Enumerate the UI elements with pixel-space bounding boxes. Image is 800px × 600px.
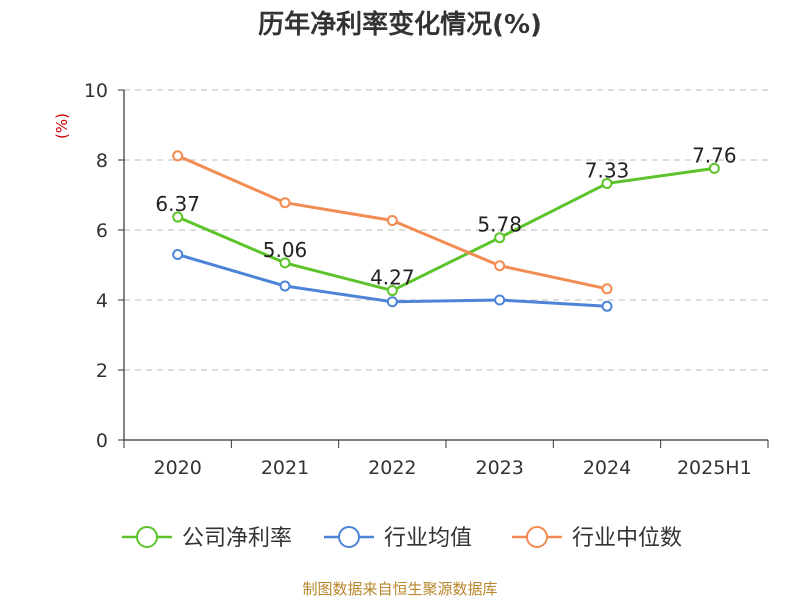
data-point: [494, 232, 506, 244]
x-tick-label: 2024: [583, 457, 631, 479]
x-tick-label: 2020: [153, 457, 201, 479]
data-point: [386, 285, 398, 297]
chart-title: 历年净利率变化情况(%): [258, 10, 542, 40]
x-tick-label: 2025H1: [677, 457, 752, 479]
data-point: [708, 162, 720, 174]
data-label: 5.06: [263, 238, 308, 262]
y-tick-label: 4: [96, 290, 108, 312]
data-point: [494, 294, 506, 306]
data-source-note: 制图数据来自恒生聚源数据库: [302, 580, 498, 598]
legend-label: 行业中位数: [572, 526, 682, 551]
data-label: 6.37: [155, 192, 200, 216]
data-point: [386, 215, 398, 227]
data-point: [386, 296, 398, 308]
y-tick-label: 10: [84, 80, 108, 102]
legend-marker: [338, 526, 360, 548]
x-tick-label: 2021: [261, 457, 309, 479]
data-point: [172, 150, 184, 162]
y-tick-label: 6: [96, 220, 108, 242]
legend-label: 行业均值: [384, 526, 472, 551]
legend-marker: [136, 526, 158, 548]
y-tick-label: 0: [96, 430, 108, 452]
x-tick-label: 2023: [475, 457, 523, 479]
data-point: [172, 211, 184, 223]
y-tick-label: 2: [96, 360, 108, 382]
data-point: [601, 283, 613, 295]
series-line-0: [177, 166, 715, 293]
y-tick-label: 8: [96, 150, 108, 172]
data-point: [279, 257, 291, 269]
data-label: 7.76: [692, 143, 737, 167]
data-point: [601, 300, 613, 312]
data-point: [172, 249, 184, 260]
data-point: [494, 260, 506, 272]
data-label: 4.27: [370, 266, 415, 290]
data-point: [279, 197, 291, 209]
data-point: [601, 177, 613, 189]
legend-label: 公司净利率: [182, 526, 292, 551]
data-point: [279, 280, 291, 292]
data-label: 5.78: [477, 213, 522, 237]
x-tick-label: 2022: [368, 457, 416, 479]
y-axis-unit-label: (%): [53, 113, 71, 139]
legend-marker: [526, 526, 548, 548]
data-label: 7.33: [585, 158, 630, 182]
